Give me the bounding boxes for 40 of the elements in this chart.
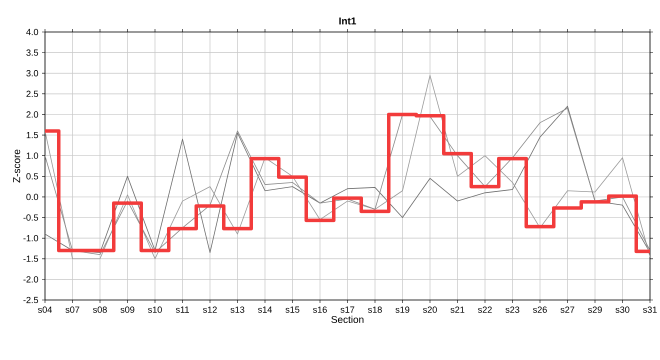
y-tick-label: -2.0 [23, 276, 38, 283]
y-tick-label: -1.0 [23, 234, 38, 242]
y-tick-label: 1.5 [26, 132, 38, 138]
x-tick-label: s22 [478, 306, 492, 313]
y-tick-label: 3.0 [26, 70, 38, 76]
x-tick-label: s26 [533, 306, 547, 313]
x-tick-label: s14 [258, 306, 272, 313]
x-tick-label: s30 [616, 306, 630, 313]
x-tick-label: s20 [423, 306, 437, 313]
x-tick-label: s29 [588, 306, 602, 313]
x-tick-label: s04 [38, 306, 52, 313]
x-tick-label: s08 [93, 306, 107, 313]
y-tick-label: 1.0 [26, 152, 38, 159]
x-tick-label: s11 [176, 306, 189, 313]
x-tick-label: s18 [368, 306, 382, 313]
x-tick-label: s07 [66, 306, 80, 313]
y-tick-label: 0.0 [26, 194, 38, 200]
x-tick-label: s19 [396, 306, 410, 313]
x-tick-label: s10 [148, 306, 162, 313]
x-tick-label: s15 [286, 306, 300, 313]
x-tick-label: s16 [313, 306, 327, 313]
y-tick-label: 3.5 [26, 49, 38, 56]
y-tick-label: -2.5 [23, 296, 38, 304]
x-tick-label: s09 [120, 306, 134, 313]
y-tick-label: -1.5 [23, 256, 38, 262]
y-tick-label: -0.5 [23, 214, 38, 221]
y-tick-label: 2.5 [26, 90, 38, 98]
x-tick-label: s23 [506, 306, 520, 313]
x-tick-label: s17 [340, 306, 354, 313]
x-tick-label: s27 [560, 306, 574, 313]
y-tick-label: 4.0 [26, 28, 38, 36]
chart-title: Int1 [339, 18, 356, 25]
y-tick-label: 0.5 [26, 173, 38, 180]
y-tick-label: 2.0 [26, 111, 38, 118]
y-axis-title: Z-score [13, 150, 20, 183]
x-tick-label: s31 [643, 306, 657, 313]
x-tick-label: s13 [230, 306, 244, 313]
x-tick-label: s21 [450, 306, 464, 313]
x-tick-label: s12 [203, 306, 217, 313]
x-axis-title: Section [331, 316, 364, 324]
